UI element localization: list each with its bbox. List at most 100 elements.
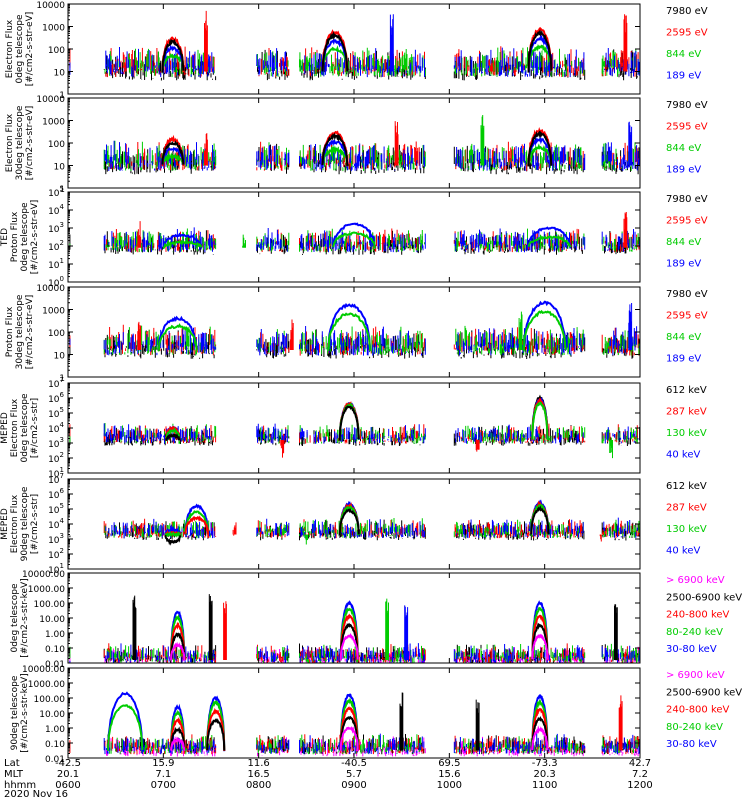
pass-bump-0-0 <box>161 140 185 165</box>
spike-0 <box>137 528 142 538</box>
x-row-value: 16.5 <box>248 769 270 780</box>
panel-traces <box>69 115 640 175</box>
panel-traces <box>69 300 640 359</box>
y-axis-label-line: [#/cm2-s-str-eV] <box>25 12 35 87</box>
pass-bump-2-2 <box>531 401 549 441</box>
y-axis-label-line: 0deg telescope <box>20 202 30 272</box>
x-row-label: hhmm <box>4 780 36 791</box>
legend-entry: 2595 eV <box>666 121 708 132</box>
spike-1 <box>289 319 294 350</box>
noise-trace-3 <box>103 227 640 253</box>
spike-1 <box>475 440 480 452</box>
x-row-value: 20.1 <box>57 769 79 780</box>
pass-bump-0-2 <box>164 530 182 538</box>
legend-entry: 189 eV <box>666 70 701 81</box>
y-tick-label: 105 <box>48 185 64 199</box>
spike-0 <box>280 440 285 458</box>
pass-bump-0-1 <box>170 632 186 661</box>
panel-traces <box>69 691 640 757</box>
pass-bump-2-3 <box>531 606 549 661</box>
spike-4 <box>494 526 499 539</box>
pass-bump-2-2 <box>527 44 553 71</box>
pass-bump-0-4 <box>107 691 144 752</box>
x-row-value: 0800 <box>246 780 271 791</box>
legend-entry: 30-80 keV <box>666 644 717 655</box>
y-tick-label: 101 <box>48 257 64 271</box>
y-axis-label-line: [#/cm2-s-str-eV] <box>25 295 35 370</box>
y-axis-label-line: MEPED <box>0 412 10 444</box>
y-tick-label: 1.00 <box>45 725 65 735</box>
pass-bump-1-0 <box>321 132 349 166</box>
pass-bump-0-2 <box>157 323 198 352</box>
legend-entry: 130 keV <box>666 524 707 535</box>
pass-bump-2-1 <box>531 622 549 661</box>
spike-0 <box>204 133 208 166</box>
pass-bump-0-3 <box>161 146 185 166</box>
y-axis-label-line: [#/cm2-s-str-eV] <box>30 200 40 275</box>
legend-entry: 240-800 keV <box>666 610 730 621</box>
x-row-label: MLT <box>4 769 24 780</box>
panel-meped-proton-0: 0.01 0.10 1.00 10.00 100.00 1000.00 10000.000d… <box>10 570 742 670</box>
y-tick-label: 10.00 <box>39 710 65 720</box>
spike-1 <box>208 594 213 660</box>
y-axis-label-line: 90deg telescope <box>10 675 20 750</box>
spike-2 <box>480 115 485 166</box>
legend-entry: 844 eV <box>666 237 701 248</box>
legend-entry: 287 keV <box>666 406 707 417</box>
pass-bump-1-0 <box>170 736 186 751</box>
pass-bump-4-3 <box>531 699 549 751</box>
y-tick-label: 1000.00 <box>28 585 65 595</box>
y-axis-label-line: Electron Flux <box>10 398 20 457</box>
y-axis-label-line: Electron Flux <box>10 494 20 553</box>
legend-entry: 2595 eV <box>666 215 708 226</box>
pass-bump-4-2 <box>531 707 549 750</box>
pass-bump-1-1 <box>184 515 210 535</box>
x-row-value: 7.2 <box>632 769 648 780</box>
y-axis-label-line: Electron Flux <box>5 19 15 78</box>
noise-trace-3 <box>69 47 640 78</box>
y-axis-label: Electron Flux0deg telescope[#/cm2-s-str-… <box>5 12 35 87</box>
pass-bump-0-3 <box>107 704 144 751</box>
pass-bump-0-2 <box>161 152 185 167</box>
pass-bump-1-3 <box>327 302 372 350</box>
spike-2 <box>609 440 613 459</box>
y-axis-label-line: Proton Flux <box>10 211 20 262</box>
y-tick-label: 104 <box>48 203 64 217</box>
y-axis-label-line: [#/cm2-s-str-keV] <box>20 578 30 657</box>
spike-5 <box>599 529 604 542</box>
y-tick-label: 100.00 <box>34 695 66 705</box>
panel-meped-proton-90: 0.01 0.10 1.00 10.00 100.00 1000.00 10000.0090… <box>10 665 742 765</box>
legend-entry: > 6900 keV <box>666 575 725 586</box>
pass-bump-2-0 <box>527 29 553 73</box>
y-axis-label-line: 30deg telescope <box>15 105 25 180</box>
y-tick-label: 107 <box>48 376 64 390</box>
x-row-label: Lat <box>4 758 20 769</box>
noise-trace-2 <box>103 325 640 356</box>
pass-bump-0-2 <box>161 52 185 73</box>
spike-0 <box>399 692 404 751</box>
y-axis-label-line: [#/cm2-s-str-keV] <box>20 673 30 752</box>
pass-bump-2-1 <box>206 717 226 751</box>
legend-entry: 80-240 keV <box>666 722 723 733</box>
noise-trace-3 <box>104 140 640 172</box>
spike-3 <box>399 526 404 538</box>
pass-bump-0-3 <box>170 614 186 661</box>
pass-bump-3-0 <box>339 726 359 751</box>
pass-bump-1-2 <box>339 613 359 660</box>
y-axis-label: MEPEDElectron Flux90deg telescope[#/cm2-… <box>0 486 40 561</box>
y-tick-label: 0.01 <box>45 755 65 765</box>
y-tick-label: 1 <box>59 91 65 101</box>
x-row-value: 15.9 <box>152 758 174 769</box>
x-row-value: 1200 <box>627 780 652 791</box>
y-tick-label: 103 <box>48 532 64 546</box>
legend-entry: > 6900 keV <box>666 670 725 681</box>
pass-bump-1-2 <box>170 717 186 751</box>
x-row-value: -73.3 <box>532 758 558 769</box>
y-tick-label: 100 <box>48 46 65 56</box>
y-axis-label-line: [#/cm2-s-str-eV] <box>25 106 35 181</box>
x-row-value: 0900 <box>341 780 366 791</box>
x-row-value: 11.6 <box>248 758 270 769</box>
